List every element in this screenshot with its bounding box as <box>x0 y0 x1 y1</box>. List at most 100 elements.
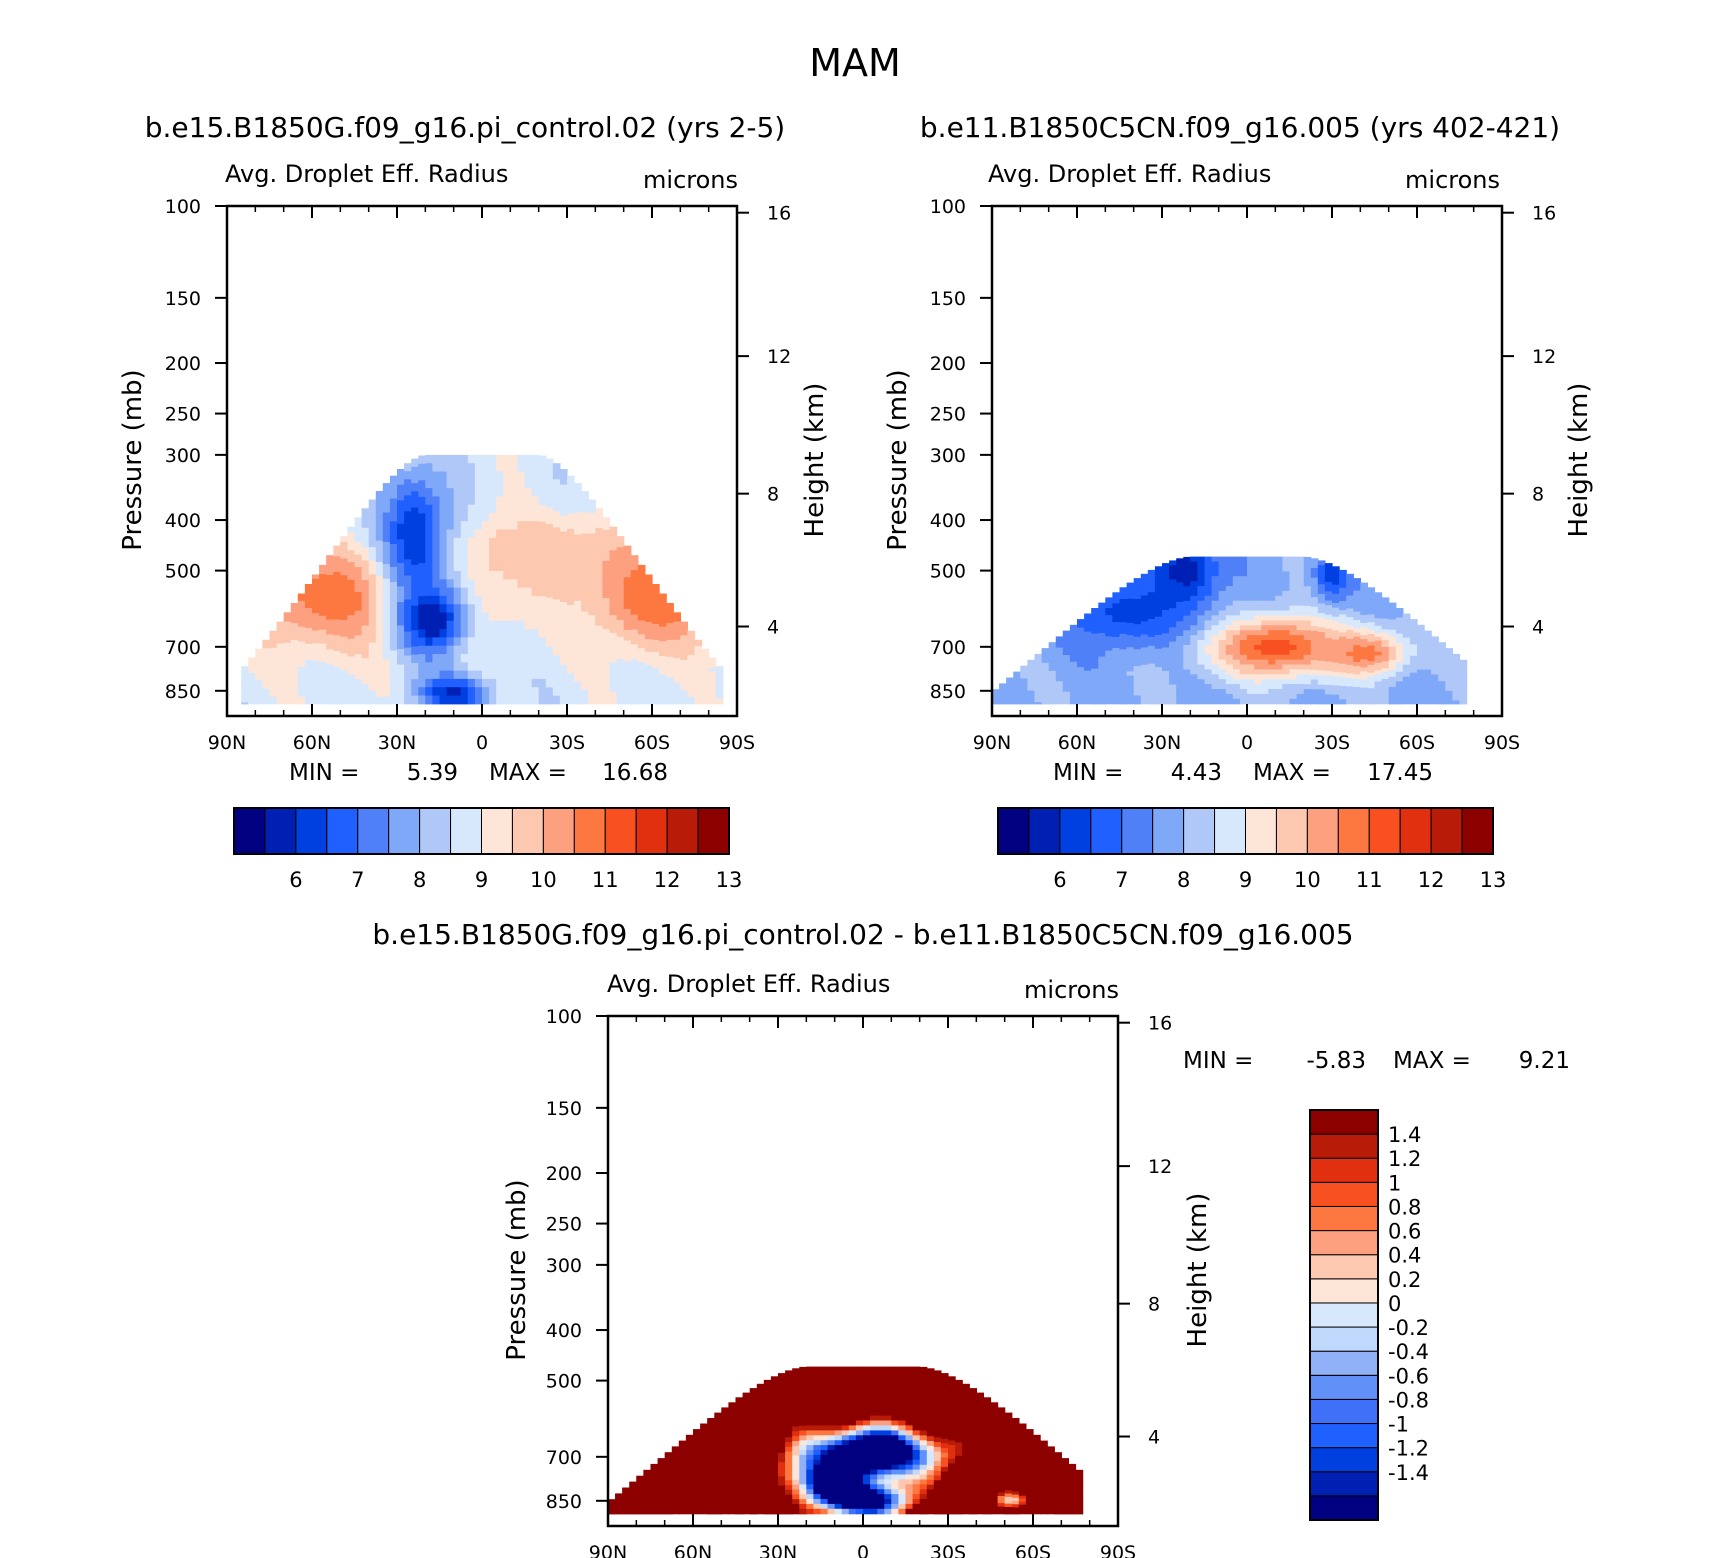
contour-cell <box>1296 654 1305 661</box>
contour-cell <box>1154 680 1163 686</box>
contour-cell <box>1381 664 1390 669</box>
contour-cell <box>1232 654 1241 661</box>
contour-cell <box>361 658 370 666</box>
contour-cell <box>694 665 703 669</box>
contour-cell <box>1098 700 1106 705</box>
colorbar-swatch <box>1121 807 1154 855</box>
contour-cell <box>1303 684 1312 690</box>
contour-cell <box>552 471 561 480</box>
contour-cell <box>290 633 299 638</box>
contour-cell <box>1360 618 1368 624</box>
contour-cell <box>1289 581 1298 587</box>
contour-cell <box>673 642 681 647</box>
contour-cell <box>721 1457 729 1462</box>
contour-cell <box>411 532 419 541</box>
contour-cell <box>1105 629 1113 634</box>
contour-cell <box>312 665 320 670</box>
contour-cell <box>749 1421 758 1427</box>
contour-cell <box>1268 669 1276 675</box>
contour-cell <box>673 618 681 622</box>
contour-cell <box>304 619 313 625</box>
contour-cell <box>1289 590 1298 597</box>
contour-cell <box>636 1477 644 1479</box>
contour-cell <box>1020 684 1028 687</box>
contour-cell <box>326 634 334 640</box>
contour-cell <box>1296 615 1305 621</box>
contour-cell <box>1459 692 1468 695</box>
contour-cell <box>595 573 603 581</box>
contour-cell <box>545 654 554 664</box>
contour-cell <box>999 686 1007 689</box>
contour-cell <box>615 1506 623 1508</box>
contour-cell <box>1183 586 1191 592</box>
contour-cell <box>652 675 660 681</box>
contour-cell <box>375 576 384 584</box>
contour-cell <box>1303 664 1312 671</box>
contour-cell <box>375 561 384 570</box>
contour-cell <box>615 1502 623 1504</box>
contour-cell <box>297 634 306 639</box>
contour-cell <box>1133 653 1142 659</box>
contour-cell <box>615 1512 623 1514</box>
contour-cell <box>375 505 384 513</box>
contour-cell <box>1041 648 1050 651</box>
contour-cell <box>1162 647 1170 653</box>
contour-cell <box>559 602 568 611</box>
contour-cell <box>595 566 603 574</box>
contour-cell <box>1034 673 1043 677</box>
contour-cell <box>1162 656 1170 663</box>
contour-cell <box>1431 638 1439 642</box>
contour-cell <box>538 604 547 614</box>
contour-cell <box>1417 659 1425 663</box>
contour-cell <box>1409 641 1418 646</box>
contour-cell <box>1445 688 1453 692</box>
contour-cell <box>1048 660 1057 664</box>
contour-cell <box>1395 646 1404 651</box>
contour-cell <box>517 670 526 680</box>
contour-cell <box>1445 683 1453 686</box>
contour-cell <box>1211 576 1220 582</box>
contour-cell <box>673 664 681 668</box>
contour-cell <box>622 1491 630 1493</box>
contour-cell <box>439 496 448 506</box>
contour-cell <box>418 521 426 531</box>
contour-cell <box>588 519 596 528</box>
contour-cell <box>1360 683 1368 689</box>
contour-cell <box>1162 694 1170 700</box>
contour-cell <box>657 1493 666 1496</box>
contour-cell <box>588 608 596 616</box>
contour-cell <box>1183 640 1191 646</box>
contour-cell <box>1176 563 1184 569</box>
contour-cell <box>333 672 341 678</box>
contour-cell <box>708 700 717 703</box>
contour-cell <box>1112 700 1121 705</box>
contour-cell <box>326 698 334 705</box>
contour-cell <box>1105 611 1113 616</box>
contour-cell <box>615 1511 623 1513</box>
contour-cell <box>1098 612 1106 617</box>
contour-cell <box>622 1488 630 1490</box>
contour-cell <box>467 496 476 506</box>
contour-cell <box>1062 691 1071 695</box>
contour-cell <box>1232 684 1241 690</box>
contour-cell <box>1211 630 1220 636</box>
contour-cell <box>1084 619 1092 624</box>
contour-cell <box>1154 598 1163 604</box>
contour-cell <box>715 690 724 692</box>
contour-cell <box>1431 643 1439 646</box>
contour-cell <box>721 1421 729 1426</box>
contour-cell <box>664 1480 673 1484</box>
contour-cell <box>1048 697 1057 701</box>
contour-cell <box>1225 698 1234 705</box>
contour-cell <box>1332 625 1340 632</box>
contour-cell <box>241 691 249 694</box>
contour-cell <box>735 1416 744 1422</box>
contour-cell <box>1091 649 1099 654</box>
contour-cell <box>615 1498 623 1501</box>
contour-cell <box>453 546 462 555</box>
contour-cell <box>517 521 526 531</box>
contour-cell <box>728 1446 737 1452</box>
contour-cell <box>1126 691 1135 697</box>
contour-cell <box>1254 674 1262 680</box>
contour-cell <box>636 1479 644 1482</box>
